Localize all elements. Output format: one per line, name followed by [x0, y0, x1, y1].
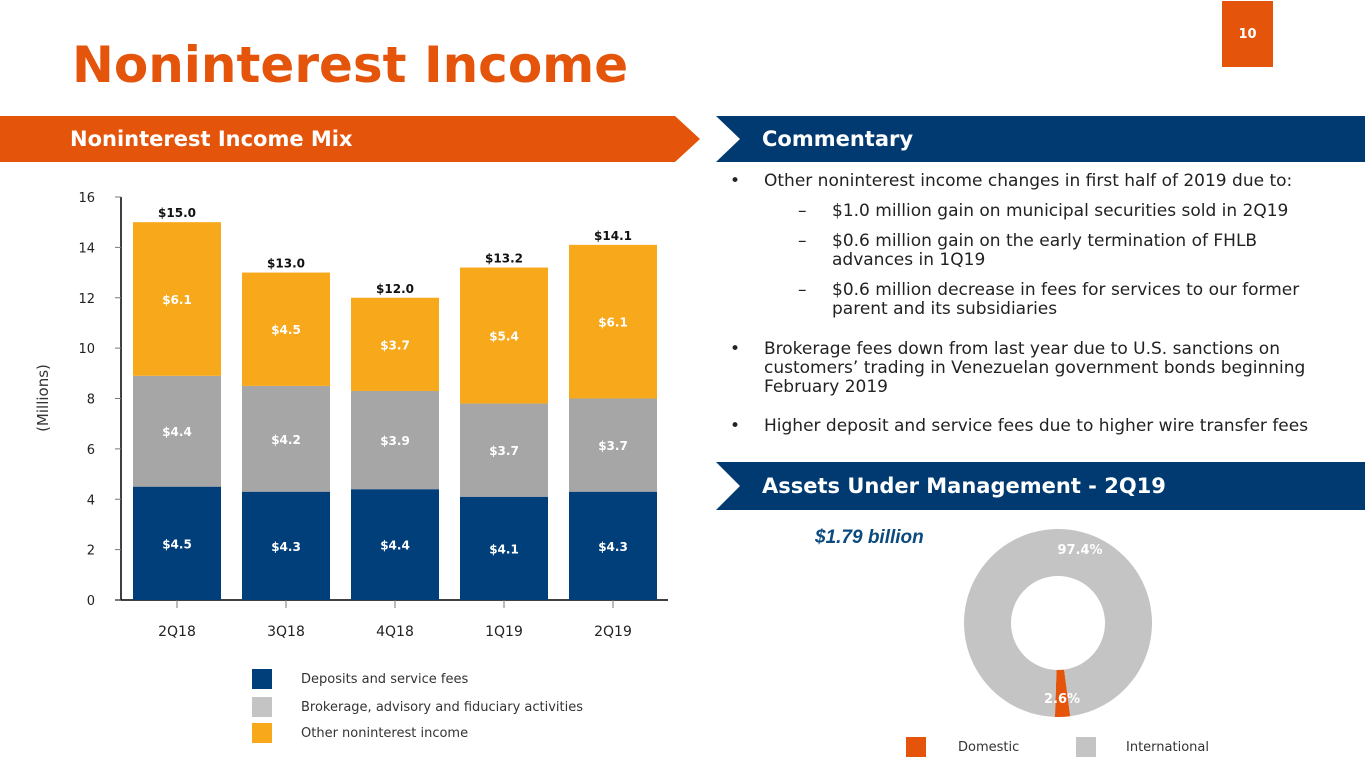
- bar-data-label: $5.4: [489, 330, 519, 344]
- bar-total-label: $12.0: [376, 282, 414, 296]
- bar-data-label: $6.1: [598, 316, 628, 330]
- sub-bullet: – $0.6 million decrease in fees for servi…: [730, 281, 1350, 319]
- legend-label: Other noninterest income: [301, 725, 469, 741]
- bar-segment: [351, 297, 439, 391]
- bar-data-label: $4.2: [271, 433, 301, 447]
- bar-segment: [569, 491, 657, 600]
- bar-data-label: $4.5: [162, 537, 192, 551]
- legend-item: Other noninterest income: [252, 721, 583, 745]
- bullet-text: Brokerage fees down from last year due t…: [764, 339, 1306, 397]
- bar-data-label: $4.1: [489, 542, 519, 556]
- donut-chart: 97.4% 2.6%: [963, 529, 1152, 717]
- bar-total-label: $15.0: [158, 206, 196, 220]
- legend-swatch: [906, 737, 926, 757]
- donut-legend: Domestic International: [906, 737, 1209, 757]
- sub-bullet-text: $0.6 million gain on the early terminati…: [832, 231, 1258, 270]
- x-tick-label: 3Q18: [267, 624, 305, 640]
- bar-data-label: $3.7: [489, 444, 519, 458]
- bullet: • Other noninterest income changes in fir…: [730, 171, 1293, 191]
- section-bands: [0, 116, 1365, 510]
- bar-data-label: $4.3: [271, 540, 301, 554]
- y-tick-label: 8: [87, 393, 95, 408]
- legend-swatch: [1076, 737, 1096, 757]
- bar-segment: [242, 272, 330, 386]
- bar-data-label: $4.3: [598, 540, 628, 554]
- x-tick-label: 2Q19: [594, 624, 632, 640]
- legend-label: Domestic: [958, 739, 1020, 755]
- sub-bullet-text: $1.0 million gain on municipal securitie…: [832, 201, 1289, 221]
- legend-swatch: [252, 669, 272, 689]
- bar-segment: [569, 244, 657, 399]
- y-tick-label: 16: [78, 191, 95, 206]
- bar-segment: [242, 385, 330, 492]
- sub-bullet: – $1.0 million gain on municipal securiti…: [798, 201, 1289, 221]
- donut-label-domestic: 2.6%: [1044, 692, 1080, 707]
- y-axis-label: (Millions): [34, 364, 52, 432]
- bar-segment: [460, 267, 548, 404]
- bar-segment: [351, 489, 439, 600]
- bar-legend: Deposits and service fees Brokerage, adv…: [252, 665, 583, 745]
- bar-data-label: $4.4: [380, 539, 410, 553]
- y-tick-label: 6: [87, 443, 95, 458]
- bar-data-label: $4.4: [162, 425, 192, 439]
- bar-segment: [351, 390, 439, 490]
- bullet-text: Higher deposit and service fees due to h…: [764, 416, 1309, 436]
- aum-header-band: [716, 462, 1365, 510]
- bar-data-label: $6.1: [162, 293, 192, 307]
- sub-bullet: – $0.6 million gain on the early terminat…: [798, 231, 1258, 270]
- sub-bullet-text: $0.6 million decrease in fees for servic…: [832, 280, 1300, 319]
- commentary-header: Commentary: [762, 127, 914, 151]
- y-tick-label: 0: [87, 594, 95, 609]
- commentary-header-band: [716, 116, 1365, 162]
- bar-data-label: $3.9: [380, 434, 410, 448]
- y-tick-label: 2: [87, 544, 95, 559]
- bar-segment: [460, 496, 548, 600]
- page-title: Noninterest Income: [72, 36, 629, 94]
- donut-slice-international: [963, 529, 1152, 717]
- donut-label-international: 97.4%: [1057, 543, 1102, 558]
- legend-swatch: [252, 723, 272, 743]
- bar-chart: 0 2 4 6 8 10 12 14 16 (Millions) 2Q18 $4.5 $4.4 $6.1 $…: [34, 191, 668, 640]
- bar-data-label: $3.7: [598, 439, 628, 453]
- x-tick-label: 2Q18: [158, 624, 196, 640]
- bar-segment: [133, 375, 221, 487]
- aum-total: $1.79 billion: [815, 527, 924, 548]
- aum-header: Assets Under Management - 2Q19: [762, 474, 1166, 498]
- legend-item: Brokerage, advisory and fiduciary activi…: [252, 693, 583, 721]
- legend-label: Brokerage, advisory and fiduciary activi…: [301, 699, 584, 715]
- left-header: Noninterest Income Mix: [70, 127, 353, 151]
- legend-swatch: [252, 697, 272, 717]
- bar-data-label: $3.7: [380, 338, 410, 352]
- bar-data-label: $4.5: [271, 323, 301, 337]
- legend-label: Deposits and service fees: [301, 671, 469, 687]
- bar-segment: [460, 403, 548, 497]
- bullet: • Higher deposit and service fees due to …: [730, 416, 1309, 436]
- bar-total-label: $14.1: [594, 229, 632, 243]
- bullet: • Brokerage fees down from last year due …: [730, 340, 1350, 397]
- bar-segment: [133, 222, 221, 376]
- y-tick-label: 4: [87, 493, 95, 508]
- left-header-band: [0, 116, 700, 162]
- donut-slice-domestic: [1054, 669, 1071, 717]
- bullet-text: Other noninterest income changes in firs…: [764, 171, 1293, 191]
- x-tick-label: 4Q18: [376, 624, 414, 640]
- bar-total-label: $13.2: [485, 252, 523, 266]
- y-tick-label: 14: [78, 241, 95, 256]
- y-tick-label: 12: [78, 292, 95, 307]
- bar-segment: [242, 491, 330, 600]
- page-number: 10: [1222, 1, 1273, 67]
- bar-segment: [569, 398, 657, 492]
- x-tick-label: 1Q19: [485, 624, 523, 640]
- legend-label: International: [1126, 739, 1209, 755]
- bar-total-label: $13.0: [267, 257, 305, 271]
- bar-segment: [133, 486, 221, 600]
- y-tick-label: 10: [78, 342, 95, 357]
- legend-item: Deposits and service fees: [252, 665, 583, 693]
- commentary-list: • Other noninterest income changes in fir…: [730, 172, 1350, 436]
